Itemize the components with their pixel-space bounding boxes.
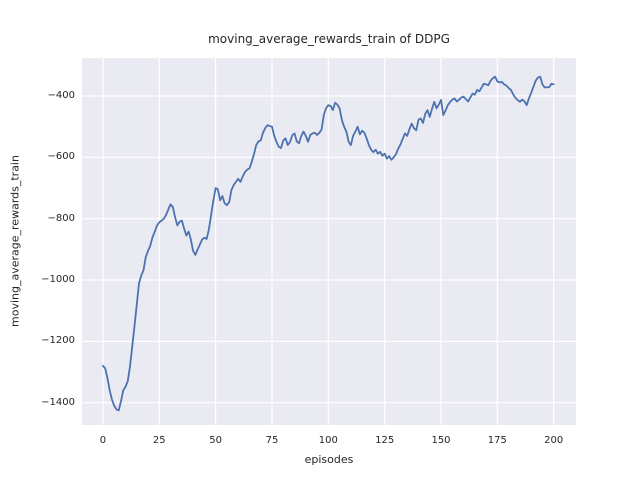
series-line (102, 75, 555, 412)
x-tick-label: 150 (431, 435, 451, 446)
x-tick-label: 0 (99, 435, 107, 446)
x-tick-label: 100 (318, 435, 338, 446)
x-tick-label: 25 (152, 435, 166, 446)
x-tick-label: 200 (544, 435, 564, 446)
x-tick-label: 175 (487, 435, 507, 446)
y-tick-label: −1200 (41, 335, 75, 347)
y-tick-label: −400 (47, 90, 75, 101)
x-tick-label: 75 (265, 435, 279, 446)
y-tick-label: −600 (47, 151, 75, 163)
chart-title: moving_average_rewards_train of DDPG (208, 32, 450, 46)
x-tick-label: 50 (209, 435, 223, 446)
y-tick-label: −1400 (41, 396, 75, 408)
y-tick-label: −1000 (41, 274, 75, 286)
plot-area (82, 58, 576, 425)
gridlines (82, 58, 576, 425)
x-axis-label: episodes (304, 453, 354, 466)
line-chart-canvas (82, 58, 576, 425)
y-axis-label: moving_average_rewards_train (8, 155, 22, 327)
x-tick-label: 125 (375, 435, 395, 446)
y-tick-label: −800 (47, 212, 75, 224)
